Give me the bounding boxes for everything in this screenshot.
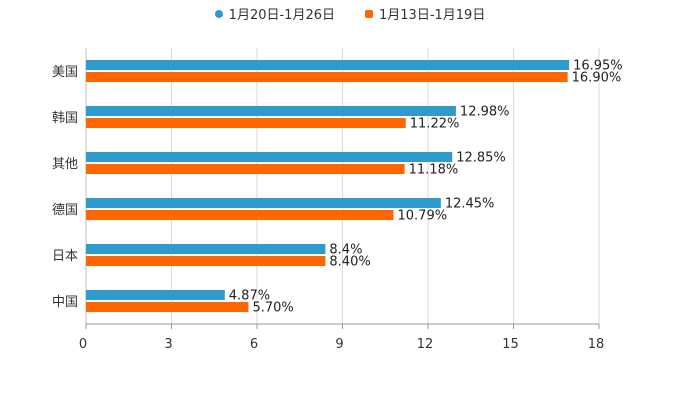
legend-label-series-2: 1月13日-1月19日 [379,8,486,23]
bar-series-2-5 [86,302,249,312]
data-label-series-1-3: 12.45% [445,197,495,212]
y-category-label-1: 韩国 [52,111,78,126]
bar-series-1-0 [86,60,570,70]
data-label-series-1-4: 8.4% [329,243,362,258]
data-label-series-1-1: 12.98% [460,105,510,120]
data-label-series-2-3: 10.79% [398,209,448,224]
x-tick-label-12: 12 [417,337,434,352]
x-tick-label-6: 6 [250,337,258,352]
bar-series-2-4 [86,256,326,266]
data-label-series-2-2: 11.18% [409,163,459,178]
data-label-series-1-2: 12.85% [456,151,506,166]
legend: 1月20日-1月26日 1月13日-1月19日 [0,4,700,23]
bar-series-2-2 [86,164,405,174]
legend-marker-series-2 [365,9,373,18]
legend-item-series-1[interactable]: 1月20日-1月26日 [214,4,335,23]
x-tick-label-15: 15 [502,337,519,352]
bar-series-1-2 [86,152,453,162]
y-category-label-5: 中国 [52,295,78,310]
bar-series-2-3 [86,210,394,220]
bar-series-1-3 [86,198,441,208]
bar-series-1-5 [86,290,225,300]
data-label-series-1-5: 4.87% [229,289,270,304]
data-label-series-1-0: 16.95% [573,59,623,74]
data-label-series-2-4: 8.40% [329,255,370,270]
y-category-label-3: 德国 [52,203,78,218]
x-tick-label-18: 18 [588,337,605,352]
y-category-label-2: 其他 [52,157,78,172]
bar-series-2-0 [86,72,568,82]
x-tick-label-0: 0 [79,337,87,352]
x-tick-label-3: 3 [164,337,172,352]
legend-marker-series-1 [214,9,223,18]
legend-item-series-2[interactable]: 1月13日-1月19日 [365,4,485,23]
legend-label-series-1: 1月20日-1月26日 [228,8,335,23]
x-tick-label-9: 9 [335,337,343,352]
data-label-series-2-1: 11.22% [410,117,460,132]
bar-series-1-4 [86,244,326,254]
data-label-series-2-0: 16.90% [572,71,622,86]
bar-series-2-1 [86,118,406,128]
y-category-label-4: 日本 [52,249,78,264]
data-label-series-2-5: 5.70% [252,301,293,316]
y-category-label-0: 美国 [52,65,78,80]
bar-series-1-1 [86,106,456,116]
